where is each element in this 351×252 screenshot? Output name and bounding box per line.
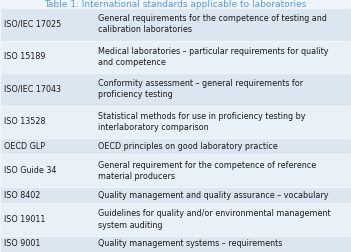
Bar — [0, 138, 351, 154]
Text: Table 1: International standards applicable to laboratories: Table 1: International standards applica… — [44, 0, 307, 9]
Bar — [0, 106, 351, 138]
Bar — [0, 236, 351, 252]
Text: Medical laboratories – particular requirements for quality
and competence: Medical laboratories – particular requir… — [98, 47, 329, 67]
Text: ISO/IEC 17025: ISO/IEC 17025 — [4, 20, 61, 29]
Text: ISO 13528: ISO 13528 — [4, 117, 45, 127]
Bar — [0, 154, 351, 187]
Text: Quality management and quality assurance – vocabulary: Quality management and quality assurance… — [98, 191, 329, 200]
Text: ISO 8402: ISO 8402 — [4, 191, 40, 200]
Text: ISO 15189: ISO 15189 — [4, 52, 45, 61]
Text: ISO Guide 34: ISO Guide 34 — [4, 166, 56, 175]
Text: ISO/IEC 17043: ISO/IEC 17043 — [4, 85, 60, 94]
Text: OECD GLP: OECD GLP — [4, 142, 45, 151]
Bar — [0, 41, 351, 73]
Text: ISO 9001: ISO 9001 — [4, 239, 40, 248]
Text: OECD principles on good laboratory practice: OECD principles on good laboratory pract… — [98, 142, 278, 151]
Text: Statistical methods for use in proficiency testing by
interlaboratory comparison: Statistical methods for use in proficien… — [98, 112, 306, 132]
Text: General requirement for the competence of reference
material producers: General requirement for the competence o… — [98, 161, 317, 181]
Bar — [0, 73, 351, 106]
Bar — [0, 8, 351, 41]
Text: ISO 19011: ISO 19011 — [4, 215, 45, 224]
Bar — [0, 203, 351, 236]
Text: Guidelines for quality and/or environmental management
system auditing: Guidelines for quality and/or environmen… — [98, 209, 331, 230]
Text: Conformity assessment – general requirements for
proficiency testing: Conformity assessment – general requirem… — [98, 79, 303, 100]
Text: Quality management systems – requirements: Quality management systems – requirement… — [98, 239, 283, 248]
Bar — [0, 187, 351, 203]
Text: General requirements for the competence of testing and
calibration laboratories: General requirements for the competence … — [98, 14, 327, 34]
